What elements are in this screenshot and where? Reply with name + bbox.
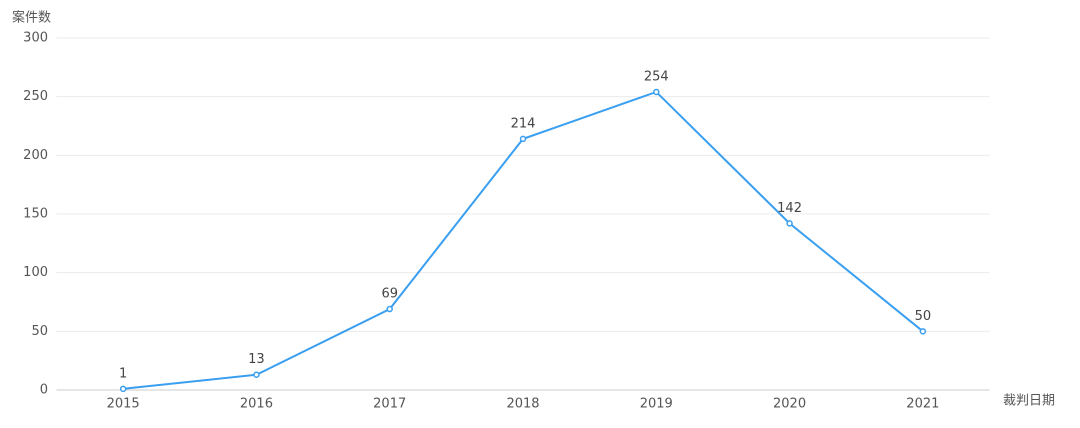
point <box>119 385 127 393</box>
x-axis-label: 裁判日期 <box>1003 393 1055 409</box>
value-label: 69 <box>381 287 398 302</box>
point <box>253 371 260 378</box>
point <box>919 328 927 335</box>
value-label: 1 <box>119 366 127 381</box>
point <box>519 135 527 143</box>
x-tick-label: 2016 <box>240 397 273 412</box>
y-tick-label: 100 <box>23 265 48 280</box>
point <box>786 220 793 227</box>
point <box>386 305 393 313</box>
x-tick-label: 2018 <box>506 397 539 412</box>
y-tick-label: 0 <box>40 383 48 398</box>
y-tick-label: 250 <box>23 89 48 104</box>
y-axis-label: 案件数 <box>12 11 51 26</box>
value-label: 13 <box>248 352 265 367</box>
value-label: 142 <box>777 201 802 216</box>
point <box>653 88 660 96</box>
x-tick-label: 2020 <box>773 397 806 412</box>
y-tick-label: 300 <box>23 31 48 46</box>
y-tick-label: 200 <box>23 148 48 163</box>
value-label: 254 <box>644 69 669 84</box>
value-label: 50 <box>915 309 932 324</box>
y-tick-label: 50 <box>31 324 48 339</box>
y-tick-label: 150 <box>23 207 48 222</box>
x-tick-label: 2021 <box>906 397 939 412</box>
x-tick-label: 2015 <box>107 397 140 412</box>
x-tick-label: 2019 <box>640 397 673 412</box>
x-tick-label: 2017 <box>373 397 406 412</box>
value-label: 214 <box>511 116 536 131</box>
